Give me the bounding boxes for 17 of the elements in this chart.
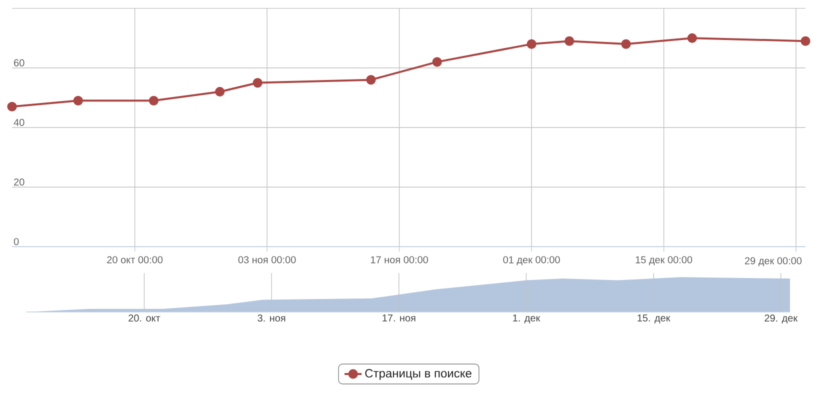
y-tick-label: 40 — [14, 118, 24, 126]
x-tick-label: 17. ноя — [382, 314, 416, 322]
x-tick-label: 29 дек 00:00 — [744, 257, 802, 266]
y-tick-label: 0 — [14, 238, 19, 246]
y-tick-label: 20 — [14, 178, 24, 186]
y-tick-label: 60 — [14, 59, 24, 66]
x-tick-label: 17 ноя 00:00 — [370, 256, 428, 264]
x-tick-label: 29. дек — [764, 314, 798, 324]
x-tick-label: 01 дек 00:00 — [503, 256, 560, 266]
x-tick-label: 15. дек — [638, 314, 670, 324]
x-tick-label: 20. окт — [128, 314, 160, 322]
x-tick-label: 1. дек — [513, 314, 540, 324]
x-tick-label: 3. ноя — [258, 314, 286, 322]
legend-label: Страницы в поиске — [365, 369, 472, 380]
x-tick-label: 03 ноя 00:00 — [238, 256, 296, 264]
x-tick-label: 15 дек 00:00 — [636, 256, 692, 266]
x-tick-label: 20 окт 00:00 — [107, 256, 163, 264]
